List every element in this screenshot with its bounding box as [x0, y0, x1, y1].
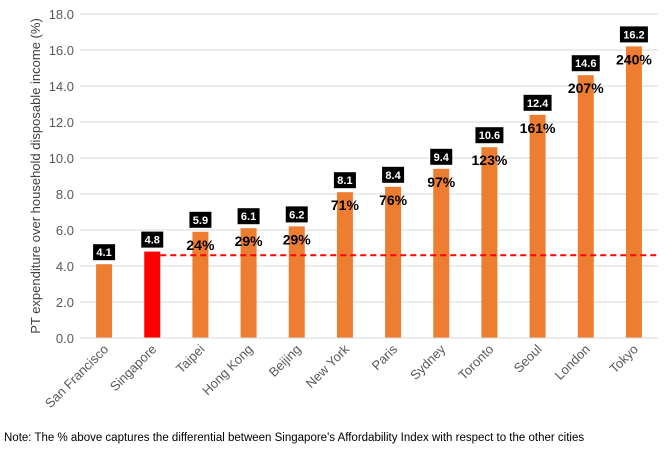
value-label: 6.2	[289, 209, 304, 221]
value-label-box	[571, 55, 600, 72]
value-label: 9.4	[434, 152, 450, 164]
gridlines	[80, 13, 658, 339]
bar-chart: 0.0 2.0 4.0 6.0 8.0 10.0 12.0 14.0 16.0 18.0 PT e…	[28, 7, 658, 411]
y-tick-label: 10.0	[49, 151, 74, 166]
y-tick-label: 4.0	[56, 259, 74, 274]
differential-label: 71%	[331, 197, 360, 213]
value-label-box	[430, 148, 453, 165]
value-label: 12.4	[527, 98, 549, 110]
differential-label: 97%	[427, 174, 456, 190]
bar	[336, 192, 353, 338]
x-tick-label: Tokyo	[606, 342, 641, 377]
bar	[529, 114, 546, 338]
value-label-box	[333, 172, 356, 189]
y-tick-label: 2.0	[56, 295, 74, 310]
x-tick-label: Hong Kong	[199, 342, 256, 399]
footnote: Note: The % above captures the different…	[4, 432, 585, 444]
x-tick-label: Paris	[369, 341, 401, 373]
value-label: 16.2	[623, 29, 644, 41]
differential-label: 29%	[235, 233, 264, 249]
y-axis-label: PT expenditure over household disposable…	[28, 18, 43, 334]
value-label-box	[382, 166, 405, 183]
value-label: 4.1	[96, 247, 111, 259]
bar	[385, 186, 402, 338]
x-tick-label: San Francisco	[42, 342, 111, 411]
value-label: 6.1	[241, 211, 256, 223]
value-label-box	[237, 208, 260, 225]
y-tick-label: 8.0	[56, 187, 74, 202]
differential-label: 24%	[186, 237, 215, 253]
bar	[144, 251, 161, 338]
x-tick-label: Sydney	[407, 341, 449, 383]
value-label: 14.6	[575, 58, 596, 70]
differential-label: 123%	[472, 152, 508, 168]
x-tick-label: Singapore	[107, 342, 160, 395]
value-label-box	[189, 211, 212, 228]
bar	[625, 46, 642, 339]
y-tick-label: 6.0	[56, 223, 74, 238]
y-tick-label: 18.0	[49, 7, 74, 22]
bar	[577, 75, 594, 338]
differential-label: 76%	[379, 192, 408, 208]
y-tick-label: 12.0	[49, 115, 74, 130]
value-label: 10.6	[479, 130, 500, 142]
x-tick-label: Taipei	[173, 341, 208, 376]
value-label: 8.1	[337, 175, 352, 187]
differential-label: 161%	[520, 120, 556, 136]
value-label-box	[523, 94, 552, 111]
bar	[96, 264, 113, 338]
data-labels: 4.1 4.8 5.9 24% 6.1 29% 6.2 29% 8.1 71% 8.4 76% 9.4 9…	[93, 26, 652, 261]
differential-label: 240%	[616, 51, 652, 67]
bars	[96, 46, 642, 339]
x-tick-label: Toronto	[455, 342, 496, 383]
bar	[433, 168, 450, 338]
value-label: 5.9	[193, 215, 208, 227]
x-tick-label: New York	[303, 341, 353, 391]
value-label-box	[93, 244, 116, 261]
x-tick-label: Seoul	[511, 341, 545, 375]
differential-label: 207%	[568, 80, 604, 96]
x-tick-label: London	[552, 342, 593, 383]
value-label: 4.8	[145, 235, 160, 247]
y-tick-label: 16.0	[49, 43, 74, 58]
x-tick-label: Beijing	[266, 342, 304, 380]
value-label-box	[285, 206, 308, 223]
value-label-box	[475, 127, 504, 144]
y-axis: 0.0 2.0 4.0 6.0 8.0 10.0 12.0 14.0 16.0 18.0	[49, 7, 74, 346]
value-label-box	[141, 231, 164, 248]
y-tick-label: 0.0	[56, 331, 74, 346]
differential-label: 29%	[283, 231, 312, 247]
y-tick-label: 14.0	[49, 79, 74, 94]
bar	[192, 231, 209, 338]
value-label-box	[619, 26, 648, 43]
value-label: 8.4	[385, 170, 401, 182]
bar	[481, 147, 498, 338]
